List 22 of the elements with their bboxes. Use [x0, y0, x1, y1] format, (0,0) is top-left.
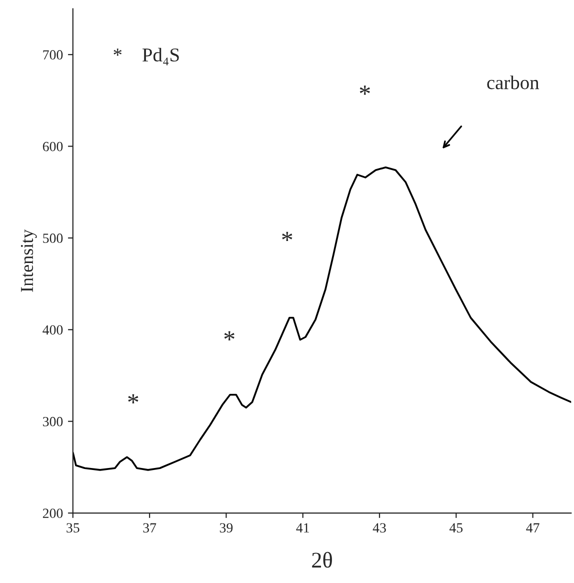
- x-tick-label: 43: [372, 523, 386, 533]
- annotation: * Pd₄S: [114, 48, 179, 66]
- annotation: *: [224, 331, 234, 340]
- x-tick-label: 45: [449, 523, 463, 533]
- x-axis-title: 2θ: [312, 552, 332, 568]
- y-tick-label: 700: [43, 50, 63, 60]
- annotation: carbon: [487, 76, 540, 90]
- annotation: *: [360, 86, 370, 95]
- x-tick-label: 35: [66, 523, 80, 533]
- x-tick-label: 41: [296, 523, 309, 532]
- x-tick-label: 37: [143, 523, 156, 533]
- x-tick-label: 39: [220, 523, 233, 533]
- annotation: *: [128, 394, 138, 404]
- line-series: [72, 166, 572, 471]
- y-tick-label: 200: [42, 508, 63, 518]
- y-tick-label: 600: [42, 142, 63, 152]
- y-tick-label: 500: [43, 234, 63, 243]
- y-axis-title: Intensity: [20, 229, 37, 292]
- x-tick-label: 47: [526, 523, 540, 532]
- y-tick-label: 300: [43, 416, 63, 426]
- annotation: *: [282, 232, 292, 242]
- y-tick-label: 400: [42, 325, 63, 335]
